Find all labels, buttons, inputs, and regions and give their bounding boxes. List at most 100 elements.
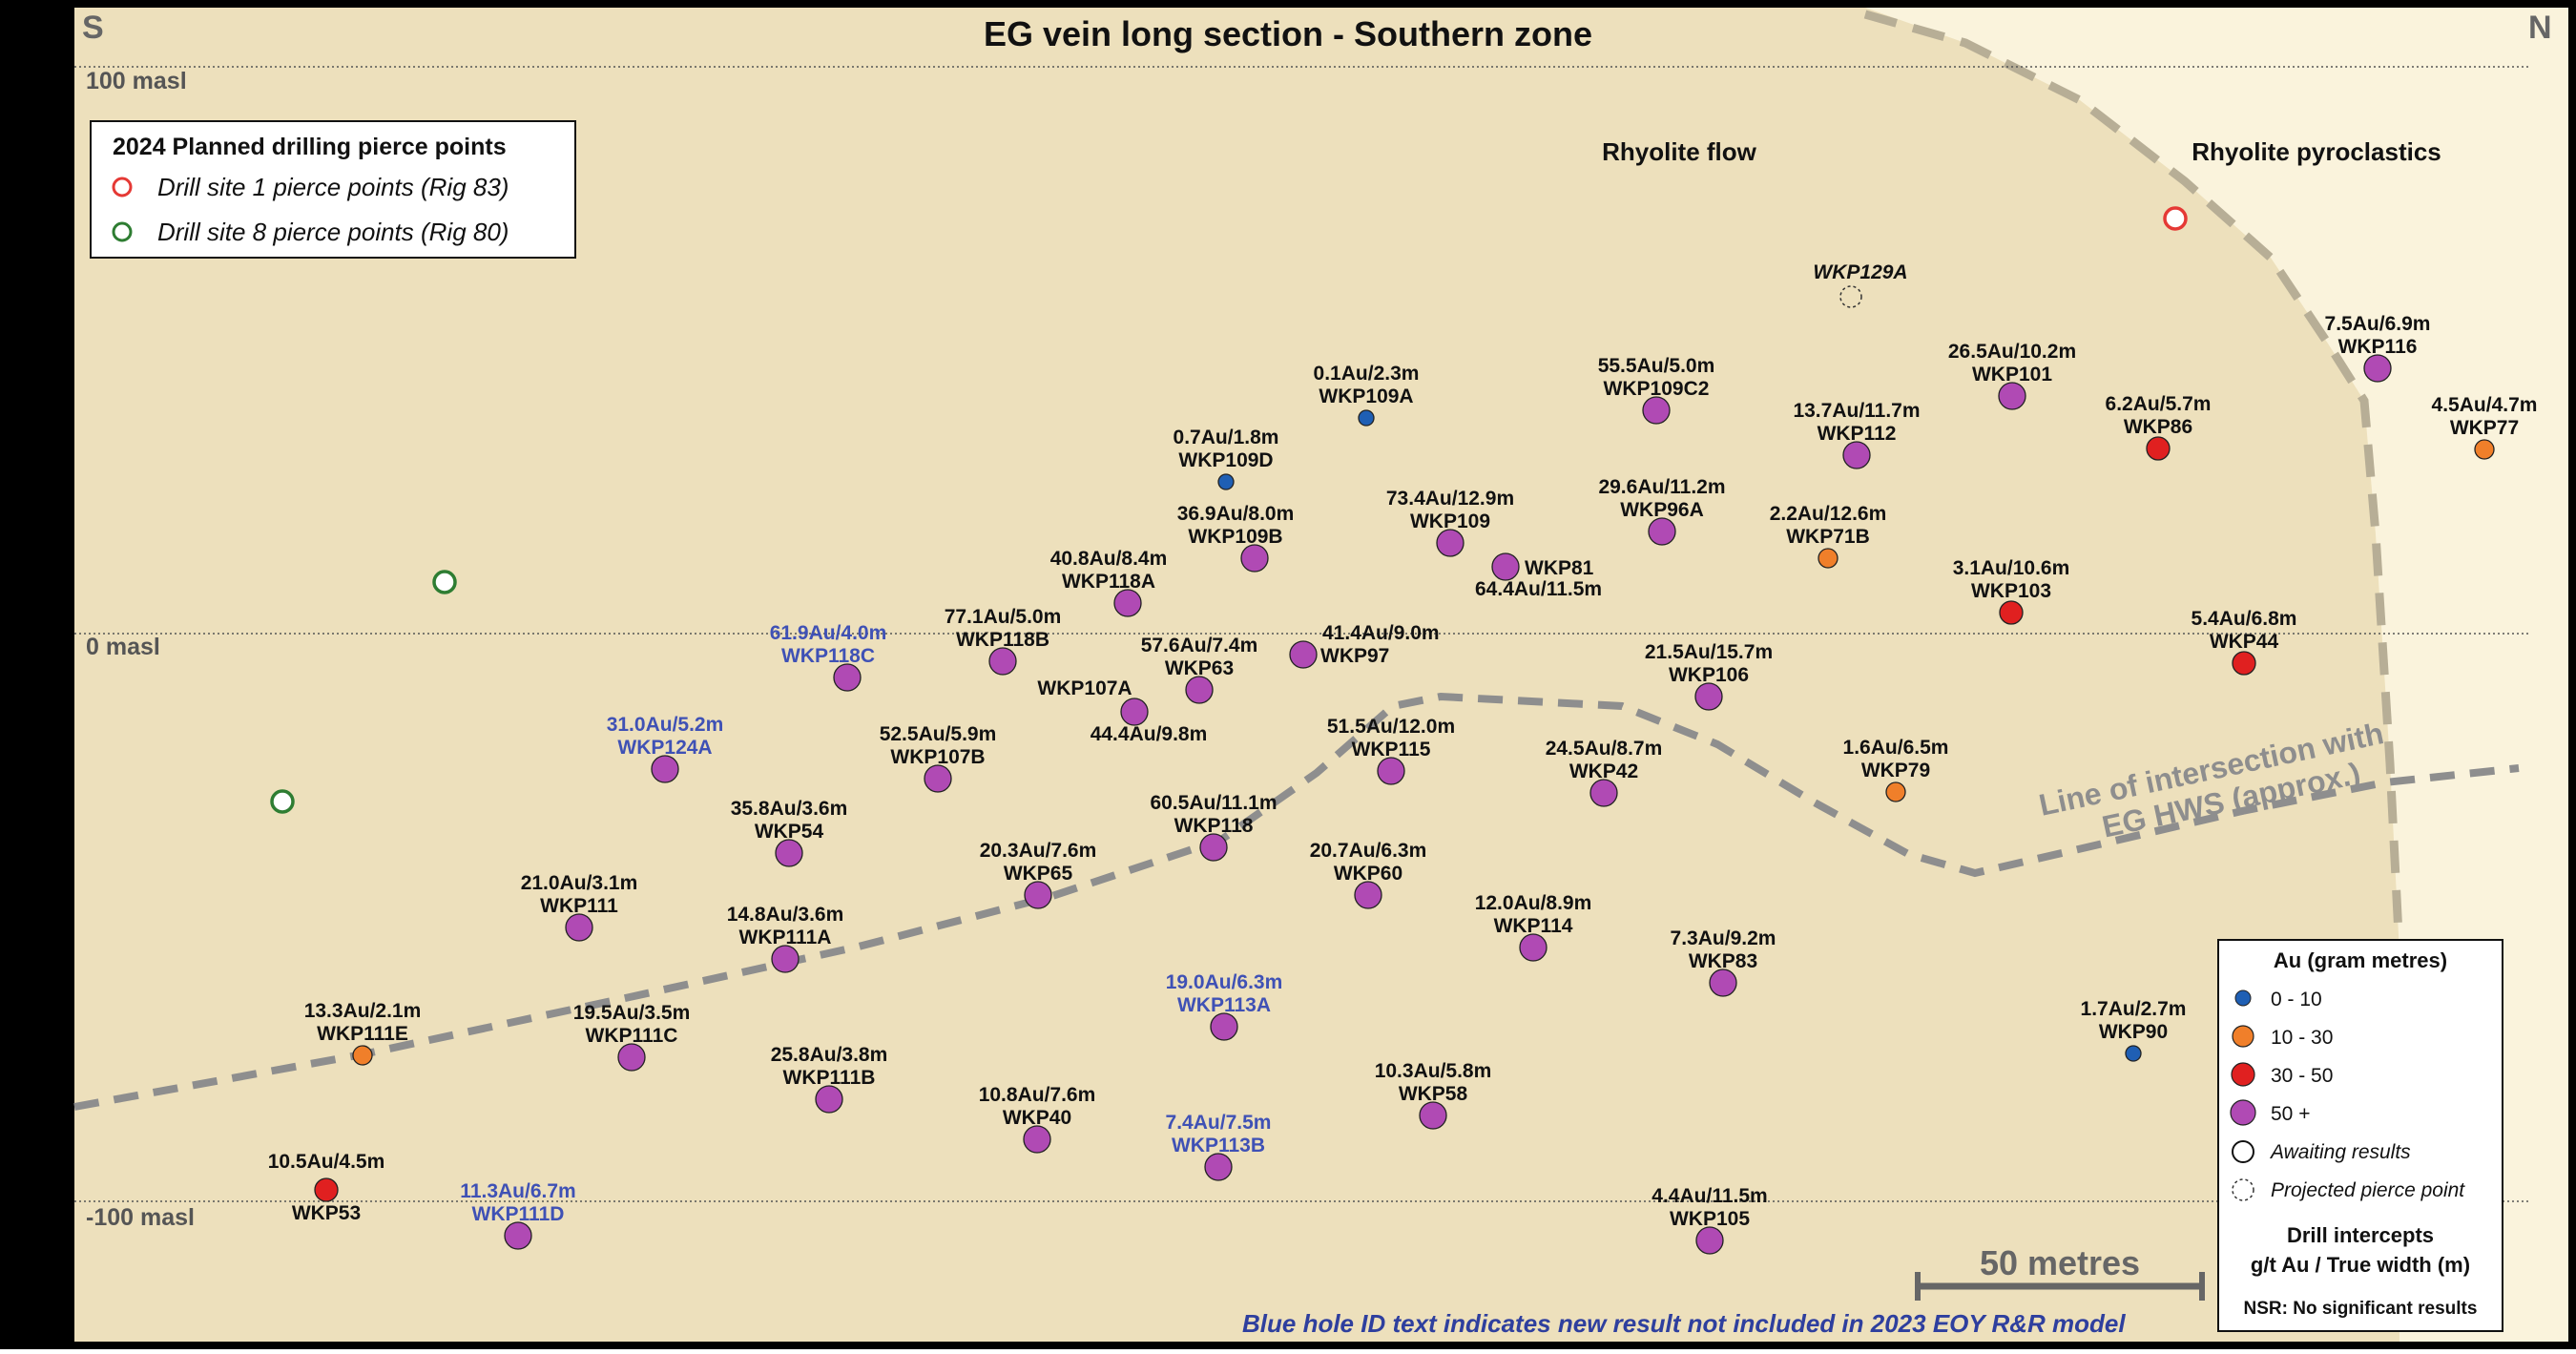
hole-result-label: 4.5Au/4.7m: [2432, 394, 2538, 416]
hole-id-label: WKP118B: [956, 629, 1049, 651]
hole-pierce-marker: [314, 1177, 339, 1202]
hole-pierce-marker: [1642, 396, 1671, 425]
hole-id-label: WKP105: [1670, 1208, 1750, 1230]
hole-pierce-marker: [1120, 698, 1149, 726]
hole-result-label: 21.5Au/15.7m: [1645, 641, 1773, 663]
hole-id-label: WKP97: [1320, 645, 1389, 667]
hole-id-label: WKP83: [1689, 950, 1757, 972]
hole-id-label: WKP79: [1861, 760, 1930, 781]
hole-id-label: WKP111: [540, 895, 618, 917]
hole-result-label: 55.5Au/5.0m: [1598, 355, 1715, 377]
hole-result-label: 0.1Au/2.3m: [1314, 363, 1420, 385]
au-legend: Au (gram metres) 0 - 10 10 - 30 30 - 50 …: [2217, 939, 2503, 1332]
hole-pierce-marker: [565, 913, 593, 942]
legend-dot-icon: [2232, 1025, 2254, 1048]
projected-hole-id: WKP129A: [1813, 261, 1907, 283]
nsr-note: NSR: No significant results: [2244, 1299, 2478, 1319]
hole-id-label: WKP113B: [1172, 1135, 1265, 1156]
hole-id-label: WKP111C: [586, 1025, 678, 1047]
hole-result-label: 20.3Au/7.6m: [980, 840, 1097, 862]
rhyolite-flow-label: Rhyolite flow: [1602, 137, 1757, 166]
hole-pierce-marker: [1358, 409, 1375, 427]
hole-pierce-marker: [1377, 757, 1405, 785]
hole-pierce-marker: [1589, 779, 1618, 807]
hole-pierce-marker: [1648, 517, 1676, 546]
hole-id-label: WKP116: [2338, 336, 2418, 358]
hole-result-label: 4.4Au/11.5m: [1652, 1185, 1767, 1207]
hole-id-label: WKP111E: [317, 1023, 408, 1045]
hole-result-label: 64.4Au/11.5m: [1475, 578, 1602, 600]
hole-pierce-marker: [924, 764, 952, 793]
legend-dashed-ring-icon: [2232, 1178, 2254, 1201]
hole-id-label: WKP111D: [472, 1203, 565, 1225]
hole-pierce-marker: [1185, 676, 1214, 704]
hole-pierce-marker: [1024, 881, 1052, 909]
au-legend-item: 10 - 30: [2271, 1027, 2333, 1049]
hole-pierce-marker: [1289, 640, 1318, 669]
hole-id-label: WKP53: [292, 1202, 361, 1224]
hole-pierce-marker: [1998, 382, 2026, 410]
hole-pierce-marker: [2125, 1045, 2142, 1062]
planned-pierce-points: [270, 206, 2188, 814]
planned-drilling-legend: 2024 Planned drilling pierce points Dril…: [90, 120, 576, 259]
compass-north: N: [2528, 10, 2552, 46]
hole-result-label: 52.5Au/5.9m: [880, 723, 997, 745]
hole-result-label: 1.7Au/2.7m: [2081, 998, 2187, 1020]
hole-result-label: 36.9Au/8.0m: [1177, 503, 1295, 525]
legend-dot-icon: [2231, 1062, 2255, 1087]
hole-result-label: 19.0Au/6.3m: [1166, 971, 1283, 993]
hole-pierce-marker: [1113, 589, 1142, 617]
hole-id-label: WKP71B: [1786, 526, 1870, 548]
hole-pierce-marker: [1818, 548, 1839, 569]
hole-result-label: 31.0Au/5.2m: [607, 714, 724, 736]
hole-id-label: WKP109C2: [1604, 378, 1710, 400]
hole-result-label: 57.6Au/7.4m: [1141, 635, 1258, 656]
hole-pierce-marker: [1842, 441, 1871, 469]
rig80-pierce-point: [270, 789, 295, 814]
hole-pierce-marker: [815, 1085, 843, 1114]
projected-hole-wkp129a: WKP129A: [1813, 261, 1908, 308]
hole-pierce-marker: [1199, 833, 1228, 862]
legend-dot-icon: [2234, 989, 2252, 1007]
hole-pierce-marker: [1885, 781, 1906, 802]
hole-pierce-marker: [2232, 651, 2256, 676]
compass-south: S: [82, 10, 104, 46]
hole-result-label: 77.1Au/5.0m: [945, 606, 1062, 628]
elevation-label-minus100: -100 masl: [86, 1204, 195, 1231]
hole-id-label: WKP109A: [1319, 385, 1413, 407]
intercepts-line1: Drill intercepts: [2287, 1223, 2434, 1247]
hole-pierce-marker: [1491, 552, 1520, 581]
elevation-label-0: 0 masl: [86, 634, 160, 660]
figure-title: EG vein long section - Southern zone: [984, 14, 1592, 53]
intercepts-line2: g/t Au / True width (m): [2251, 1253, 2470, 1277]
hole-pierce-marker: [1354, 881, 1382, 909]
hole-result-label: 0.7Au/1.8m: [1174, 427, 1279, 448]
au-legend-item: Projected pierce point: [2271, 1179, 2465, 1201]
hole-id-label: WKP124A: [617, 737, 712, 759]
hole-result-label: 26.5Au/10.2m: [1948, 341, 2076, 363]
